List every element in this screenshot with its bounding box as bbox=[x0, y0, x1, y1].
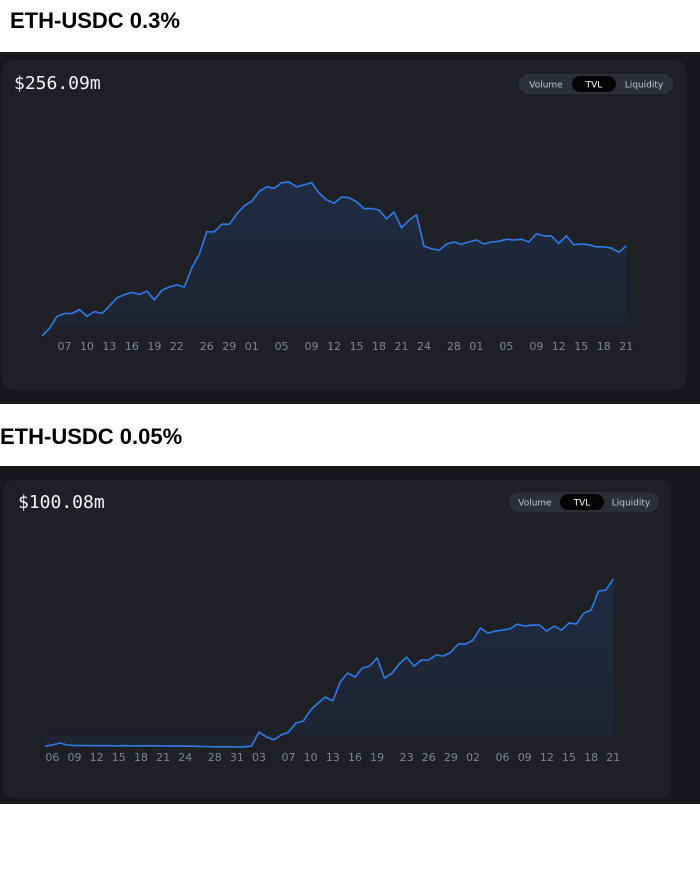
x-tick-label: 28 bbox=[447, 340, 461, 353]
x-tick-label: 12 bbox=[540, 751, 554, 764]
x-tick-label: 15 bbox=[350, 340, 364, 353]
x-tick-label: 21 bbox=[619, 340, 633, 353]
toggle-button[interactable]: Liquidity bbox=[612, 499, 651, 509]
x-tick-label: 18 bbox=[584, 751, 598, 764]
x-tick-label: 12 bbox=[327, 340, 341, 353]
x-tick-label: 13 bbox=[102, 340, 116, 353]
x-tick-label: 10 bbox=[304, 751, 318, 764]
x-tick-label: 26 bbox=[422, 751, 436, 764]
x-tick-label: 18 bbox=[597, 340, 611, 353]
toggle-button[interactable]: Volume bbox=[529, 81, 563, 91]
area-fill bbox=[45, 579, 614, 747]
headline-value: $256.09m bbox=[14, 73, 101, 94]
x-tick-label: 15 bbox=[112, 751, 126, 764]
x-tick-label: 18 bbox=[372, 340, 386, 353]
x-tick-label: 12 bbox=[552, 340, 566, 353]
x-tick-label: 15 bbox=[574, 340, 588, 353]
section-title: ETH-USDC 0.05% bbox=[0, 424, 182, 449]
toggle-active bbox=[572, 76, 616, 92]
x-tick-label: 13 bbox=[326, 751, 340, 764]
x-tick-label: 09 bbox=[305, 340, 319, 353]
toggle-button[interactable]: Volume bbox=[518, 499, 552, 509]
x-tick-label: 22 bbox=[170, 340, 184, 353]
x-tick-label: 12 bbox=[90, 751, 104, 764]
x-tick-label: 07 bbox=[57, 340, 71, 353]
toggle-active bbox=[560, 494, 604, 510]
x-tick-label: 01 bbox=[245, 340, 259, 353]
x-tick-label: 31 bbox=[230, 751, 244, 764]
x-tick-label: 24 bbox=[417, 340, 431, 353]
x-tick-label: 10 bbox=[80, 340, 94, 353]
tvl-line bbox=[44, 578, 614, 748]
x-tick-label: 07 bbox=[282, 751, 296, 764]
toggle-button[interactable]: TVL bbox=[573, 499, 591, 509]
x-tick-label: 05 bbox=[499, 340, 513, 353]
x-tick-label: 05 bbox=[275, 340, 289, 353]
x-tick-label: 28 bbox=[208, 751, 222, 764]
x-tick-label: 26 bbox=[200, 340, 214, 353]
x-tick-label: 21 bbox=[395, 340, 409, 353]
x-tick-label: 19 bbox=[147, 340, 161, 353]
x-tick-label: 29 bbox=[222, 340, 236, 353]
x-tick-label: 09 bbox=[529, 340, 543, 353]
x-tick-label: 06 bbox=[496, 751, 510, 764]
x-tick-label: 16 bbox=[125, 340, 139, 353]
x-tick-label: 09 bbox=[518, 751, 532, 764]
x-tick-label: 09 bbox=[68, 751, 82, 764]
x-tick-label: 29 bbox=[444, 751, 458, 764]
toggle-button[interactable]: Liquidity bbox=[625, 81, 664, 91]
toggle-button[interactable]: TVL bbox=[585, 81, 603, 91]
x-tick-label: 23 bbox=[400, 751, 414, 764]
x-tick-label: 03 bbox=[252, 751, 266, 764]
x-tick-label: 21 bbox=[606, 751, 620, 764]
tvl-line bbox=[41, 181, 627, 337]
x-tick-label: 01 bbox=[469, 340, 483, 353]
x-tick-label: 16 bbox=[348, 751, 362, 764]
x-tick-label: 02 bbox=[466, 751, 480, 764]
section-title: ETH-USDC 0.3% bbox=[10, 8, 180, 33]
area-fill bbox=[42, 182, 627, 336]
x-tick-label: 21 bbox=[156, 751, 170, 764]
headline-value: $100.08m bbox=[18, 492, 105, 513]
x-tick-label: 18 bbox=[134, 751, 148, 764]
x-tick-label: 06 bbox=[45, 751, 59, 764]
x-tick-label: 24 bbox=[178, 751, 192, 764]
x-tick-label: 15 bbox=[562, 751, 576, 764]
x-tick-label: 19 bbox=[370, 751, 384, 764]
